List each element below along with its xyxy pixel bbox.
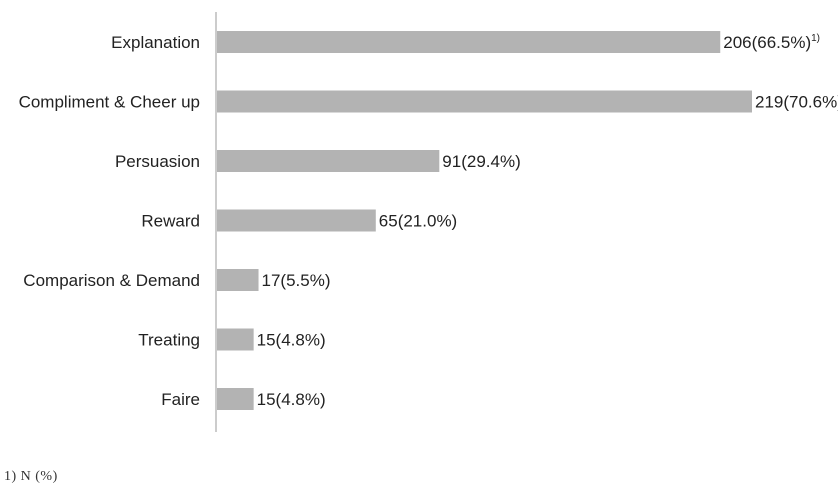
category-label: Treating <box>138 331 200 350</box>
data-label-superscript: 1) <box>811 33 820 44</box>
data-label: 15(4.8%) <box>257 331 326 350</box>
data-label: 219(70.6%) <box>755 93 838 112</box>
category-label: Reward <box>141 212 200 231</box>
category-labels-group: Explanation Compliment & Cheer up Persuasi… <box>19 33 200 409</box>
bar <box>217 150 440 172</box>
bar <box>217 31 721 53</box>
bar <box>217 269 259 291</box>
bar <box>217 90 752 113</box>
category-label: Persuasion <box>115 152 200 171</box>
data-label: 206(66.5%)1) <box>723 33 820 52</box>
data-label: 15(4.8%) <box>257 390 326 409</box>
bars-group <box>217 31 752 410</box>
bar <box>217 388 254 410</box>
footnote: 1) N (%) <box>4 469 58 484</box>
bar <box>217 209 376 232</box>
category-label: Faire <box>161 390 200 409</box>
category-label: Comparison & Demand <box>23 271 200 290</box>
data-label: 91(29.4%) <box>442 152 520 171</box>
data-labels-group: 206(66.5%)1) 219(70.6%) 91(29.4%) 65(21.0%)… <box>257 33 838 409</box>
category-label: Compliment & Cheer up <box>19 93 200 112</box>
bar <box>217 328 254 351</box>
category-label: Explanation <box>111 33 200 52</box>
data-label: 65(21.0%) <box>379 212 457 231</box>
data-label: 17(5.5%) <box>262 271 331 290</box>
